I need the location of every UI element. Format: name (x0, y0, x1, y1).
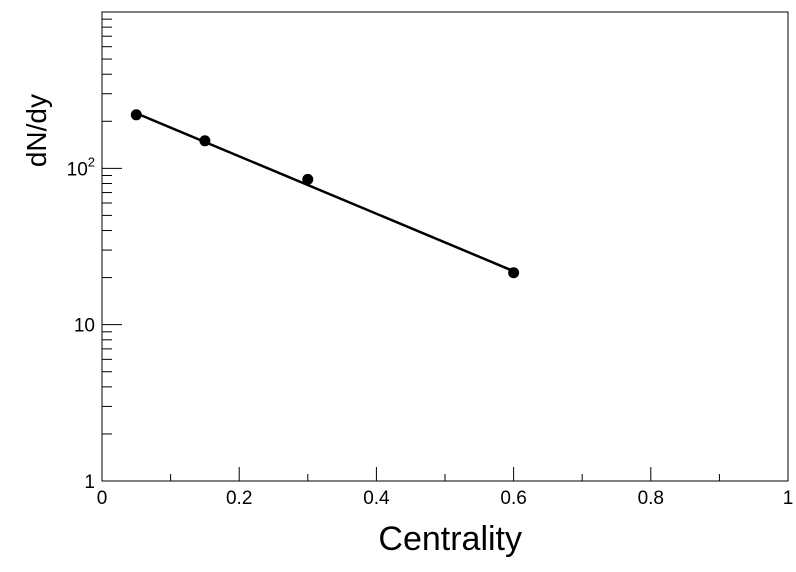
x-tick-label: 0 (97, 488, 108, 509)
y-axis-title: dN/dy (21, 94, 52, 167)
y-tick-label: 10 (74, 316, 95, 337)
y-tick-label: 1 (84, 472, 95, 493)
data-point (130, 109, 142, 121)
y-axis-ticks (102, 18, 122, 482)
series-layer (130, 109, 520, 279)
plot-frame (101, 11, 789, 482)
x-axis-title: Centrality (378, 520, 522, 558)
y-tick-exponent: 2 (88, 154, 95, 169)
y-axis-tick-labels: 1 10 102 (67, 154, 95, 493)
data-point (302, 173, 314, 185)
x-tick-label: 0.6 (500, 488, 526, 509)
x-tick-label: 0.4 (363, 488, 390, 509)
x-tick-label: 0.2 (226, 488, 252, 509)
x-tick-label: 1 (783, 488, 794, 509)
y-tick-label: 102 (67, 154, 95, 180)
data-point (199, 135, 211, 147)
x-tick-label: 0.8 (638, 488, 664, 509)
data-point (508, 267, 520, 279)
x-axis-tick-labels: 0 0.2 0.4 0.6 0.8 1 (97, 488, 794, 509)
fit-line (135, 112, 515, 273)
x-axis-ticks (101, 467, 789, 481)
